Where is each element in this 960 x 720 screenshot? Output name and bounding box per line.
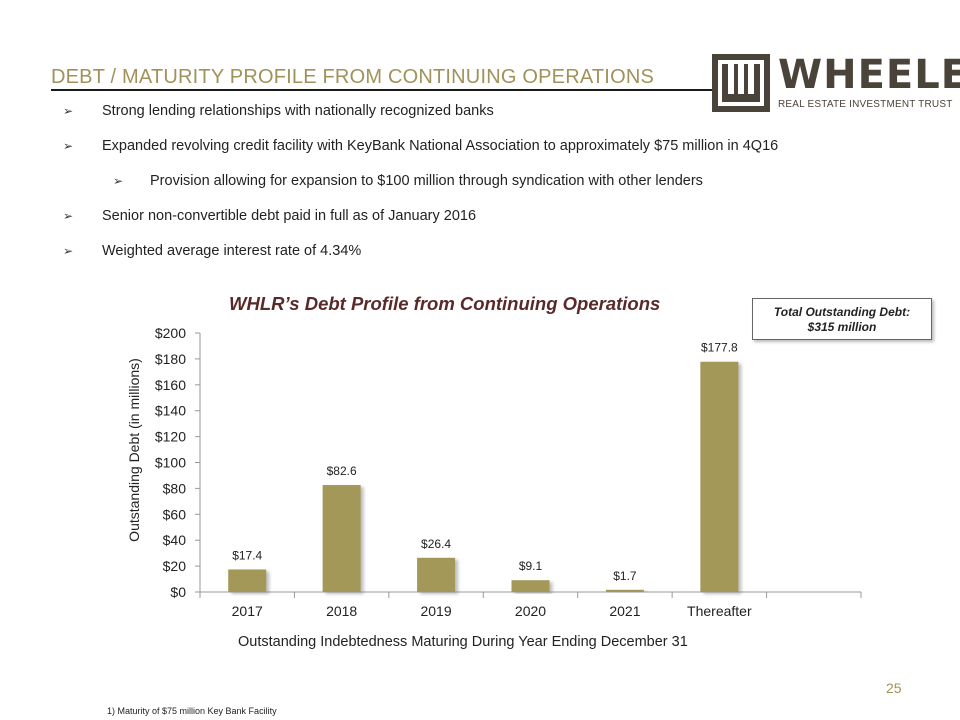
total-debt-label: Total Outstanding Debt: [773, 305, 911, 319]
x-tick-label: 2021 [609, 603, 640, 619]
page-number: 25 [886, 680, 902, 696]
bar [322, 485, 361, 592]
title-underline [51, 89, 719, 91]
y-tick-label: $100 [155, 455, 186, 471]
bar [511, 580, 550, 592]
chart-title: WHLR’s Debt Profile from Continuing Oper… [229, 293, 661, 314]
bullet-arrow-icon: ➢ [63, 244, 74, 258]
bar [417, 557, 456, 592]
y-tick-label: $60 [163, 506, 187, 522]
x-tick-label: 2019 [420, 603, 451, 619]
logo-mark-icon [712, 54, 770, 112]
bullet-arrow-icon: ➢ [63, 139, 74, 153]
bullet-arrow-icon: ➢ [63, 104, 74, 118]
y-tick-label: $140 [155, 403, 186, 419]
y-tick-label: $0 [170, 584, 186, 600]
x-axis-label: Outstanding Indebtedness Maturing During… [238, 634, 688, 650]
bullet-text: Strong lending relationships with nation… [102, 103, 494, 119]
data-label: $1.7 [613, 569, 637, 583]
footnote: 1) Maturity of $75 million Key Bank Faci… [107, 706, 277, 716]
data-label: $17.4 [232, 548, 262, 562]
page-title: DEBT / MATURITY PROFILE FROM CONTINUING … [51, 66, 655, 88]
x-tick-label: 2018 [326, 603, 357, 619]
y-tick-label: $80 [163, 480, 187, 496]
bullet-arrow-icon: ➢ [63, 209, 74, 223]
y-tick-label: $120 [155, 429, 186, 445]
y-tick-label: $180 [155, 351, 186, 367]
bullet-text: Weighted average interest rate of 4.34% [102, 243, 362, 259]
total-debt-box: Total Outstanding Debt: $315 million [752, 298, 932, 340]
data-label: $9.1 [519, 559, 543, 573]
x-tick-label: Thereafter [687, 603, 752, 619]
y-tick-label: $40 [163, 532, 187, 548]
bullet-text: Provision allowing for expansion to $100… [150, 173, 703, 189]
data-label: $82.6 [327, 464, 357, 478]
y-tick-label: $160 [155, 377, 186, 393]
bullet-text: Senior non-convertible debt paid in full… [102, 208, 477, 224]
bullet-arrow-icon: ➢ [113, 174, 124, 188]
data-label: $26.4 [421, 537, 451, 551]
data-label: $177.8 [701, 341, 738, 355]
y-tick-label: $200 [155, 325, 186, 341]
x-tick-label: 2020 [515, 603, 546, 619]
bar [700, 361, 739, 592]
logo-subtitle: REAL ESTATE INVESTMENT TRUST [778, 99, 953, 110]
total-debt-value: $315 million [807, 320, 877, 334]
bar [228, 569, 267, 592]
y-tick-label: $20 [163, 558, 187, 574]
x-tick-label: 2017 [232, 603, 263, 619]
bar [605, 589, 644, 592]
bullet-text: Expanded revolving credit facility with … [102, 138, 779, 154]
